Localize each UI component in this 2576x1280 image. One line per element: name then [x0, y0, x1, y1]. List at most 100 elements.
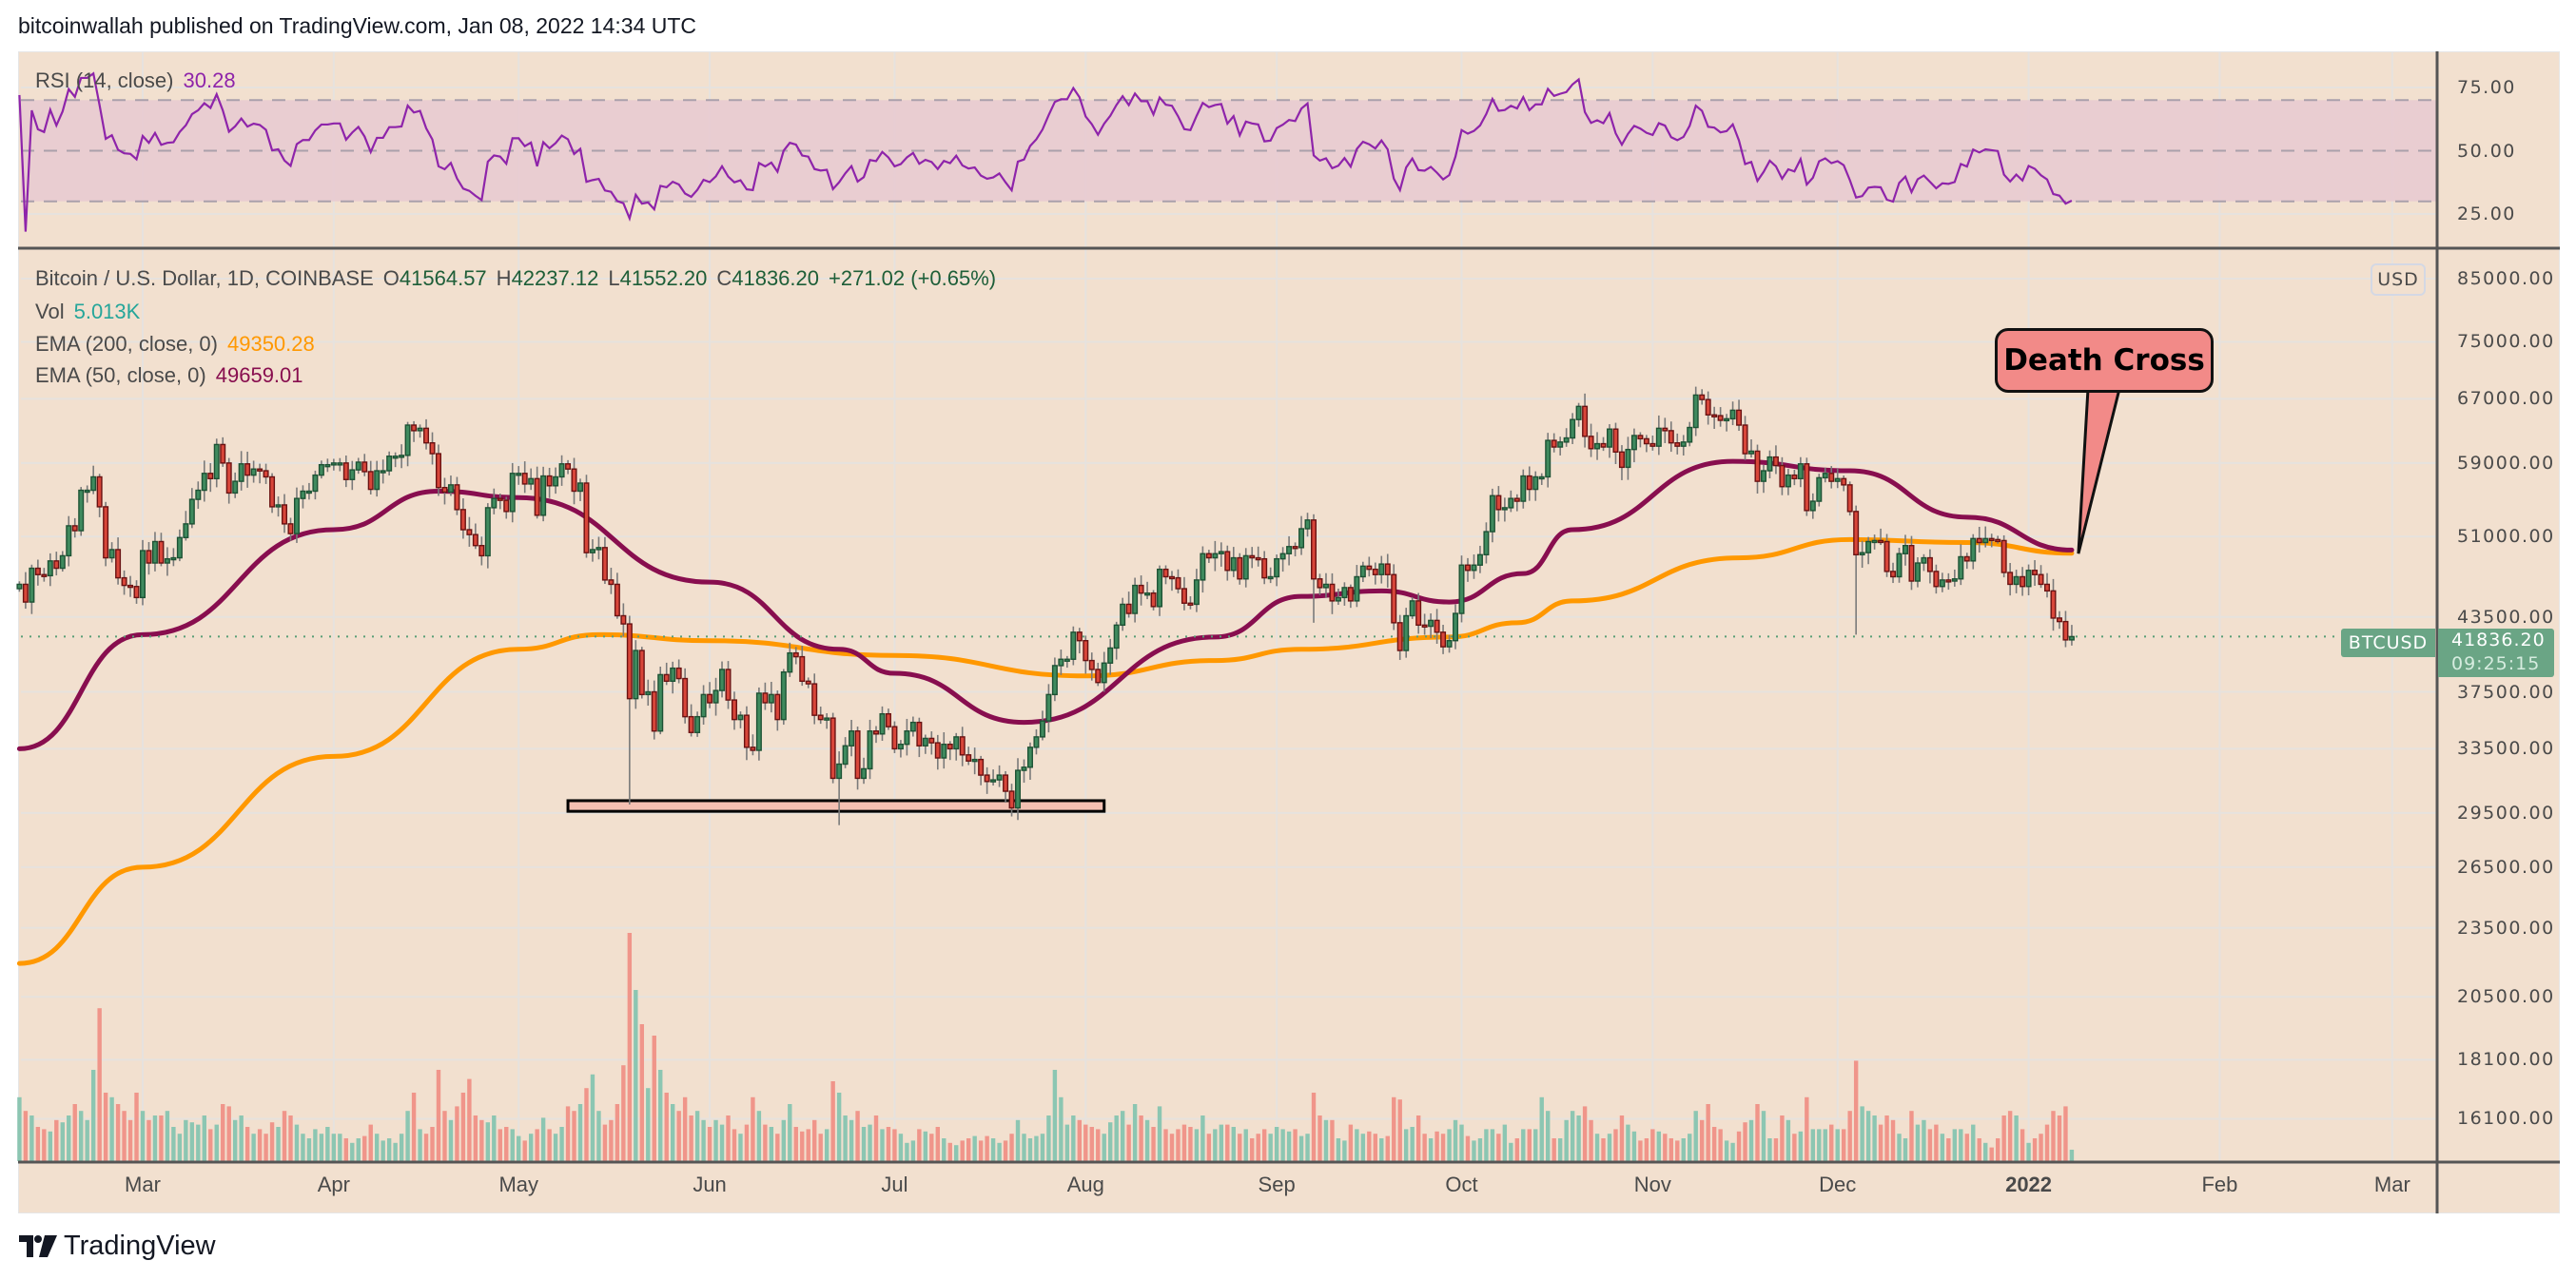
candle-down — [601, 547, 608, 581]
candle-up — [312, 474, 319, 493]
volume-bar — [1392, 1096, 1396, 1161]
volume-bar — [1206, 1134, 1212, 1161]
open-label: O — [382, 266, 400, 290]
volume-bar — [1780, 1115, 1785, 1161]
volume-bar — [1280, 1129, 1285, 1161]
volume-bar — [1570, 1111, 1575, 1161]
candle-up — [670, 667, 676, 683]
volume-bar — [1533, 1129, 1538, 1161]
candle-down — [1926, 556, 1933, 572]
volume-bar — [343, 1138, 349, 1161]
ema50-value: 49659.01 — [215, 363, 303, 387]
publish-info: bitcoinwallah published on TradingView.c… — [18, 13, 697, 38]
candle-up — [737, 714, 744, 721]
candle-up — [1267, 575, 1274, 580]
candle-up — [293, 497, 300, 534]
volume-bar — [1767, 1138, 1772, 1161]
candle-up — [386, 456, 393, 472]
ema200-legend[interactable]: EMA (200, close, 0) 49350.28 — [35, 332, 324, 357]
candle-down — [146, 550, 152, 564]
candle-down — [361, 461, 368, 473]
volume-bar — [1015, 1119, 1021, 1161]
candle-down — [1988, 537, 1995, 542]
symbol-legend[interactable]: Bitcoin / U.S. Dollar, 1D, COINBASE O4156… — [35, 266, 1005, 291]
volume-bar — [1853, 1060, 1859, 1161]
candle-down — [1237, 556, 1243, 580]
candle-up — [1354, 575, 1360, 602]
volume-bar — [1126, 1124, 1131, 1161]
candle-down — [984, 774, 990, 783]
candle-down — [1711, 414, 1718, 417]
death-cross-callout[interactable]: Death Cross — [1995, 328, 2214, 393]
volume-bar — [806, 1129, 810, 1161]
candle-down — [1841, 477, 1847, 486]
volume-bar — [1539, 1096, 1544, 1161]
time-axis-label: Jun — [693, 1173, 727, 1196]
candle-up — [170, 556, 177, 561]
volume-bar — [1878, 1124, 1883, 1161]
tradingview-logo-icon[interactable] — [19, 1235, 57, 1261]
candle-up — [1101, 662, 1107, 684]
ohlc-high: H42237.12 — [497, 266, 599, 290]
volume-bar — [1477, 1138, 1483, 1161]
volume-bar — [824, 1129, 829, 1161]
volume-bar — [399, 1134, 404, 1161]
volume-bar — [1773, 1138, 1779, 1161]
candle-down — [1396, 622, 1403, 651]
candle-down — [934, 742, 941, 759]
volume-bar — [596, 1111, 601, 1161]
volume-bar — [1083, 1124, 1088, 1161]
time-axis-label: Apr — [317, 1173, 350, 1196]
candle-down — [1717, 415, 1724, 421]
candle-down — [263, 470, 269, 478]
volume-bar — [670, 1104, 675, 1161]
candle-down — [682, 677, 689, 718]
volume-bar — [1748, 1119, 1754, 1161]
candle-up — [1359, 565, 1366, 578]
volume-bar — [152, 1115, 158, 1161]
volume-bar — [1890, 1119, 1896, 1161]
volume-bar — [1971, 1124, 1976, 1161]
volume-bar — [528, 1134, 534, 1161]
volume-bar — [1231, 1127, 1236, 1161]
price-axis-label: 43500.00 — [2457, 606, 2555, 628]
rsi-axis-label: 25.00 — [2457, 204, 2516, 224]
candle-up — [195, 489, 202, 500]
candle-up — [712, 689, 719, 704]
tradingview-brand[interactable]: TradingView — [64, 1231, 216, 1261]
rsi-legend-value: 30.28 — [183, 68, 236, 92]
ema50-legend[interactable]: EMA (50, close, 0) 49659.01 — [35, 363, 313, 388]
candle-down — [1083, 640, 1089, 662]
volume-bar — [1626, 1124, 1630, 1161]
volume-bar — [1114, 1115, 1119, 1161]
candle-up — [1625, 448, 1631, 469]
candle-up — [374, 470, 381, 491]
candle-down — [725, 669, 732, 701]
rsi-legend[interactable]: RSI (14, close) 30.28 — [35, 68, 245, 93]
candle-up — [971, 758, 978, 763]
volume-bar — [368, 1124, 373, 1161]
volume-bar — [1730, 1142, 1735, 1161]
volume-bar — [1157, 1106, 1162, 1161]
currency-button[interactable]: USD — [2371, 263, 2426, 296]
volume-bar — [288, 1115, 293, 1161]
volume-bar — [294, 1124, 300, 1161]
candle-down — [1582, 405, 1589, 437]
candle-down — [873, 730, 880, 735]
candle-down — [626, 623, 633, 700]
candle-down — [2000, 539, 2007, 573]
volume-bar — [830, 1081, 835, 1161]
candle-down — [614, 583, 620, 617]
candle-up — [1428, 619, 1434, 628]
candle-up — [1680, 441, 1687, 447]
volume-bar — [990, 1138, 996, 1161]
volume-bar — [1644, 1138, 1649, 1161]
candle-down — [1674, 442, 1681, 447]
volume-bar — [208, 1129, 213, 1161]
candle-up — [318, 463, 324, 476]
volume-legend[interactable]: Vol 5.013K — [35, 300, 149, 324]
volume-bar — [436, 1070, 441, 1161]
candle-down — [1317, 578, 1323, 589]
volume-bar — [1108, 1122, 1113, 1161]
